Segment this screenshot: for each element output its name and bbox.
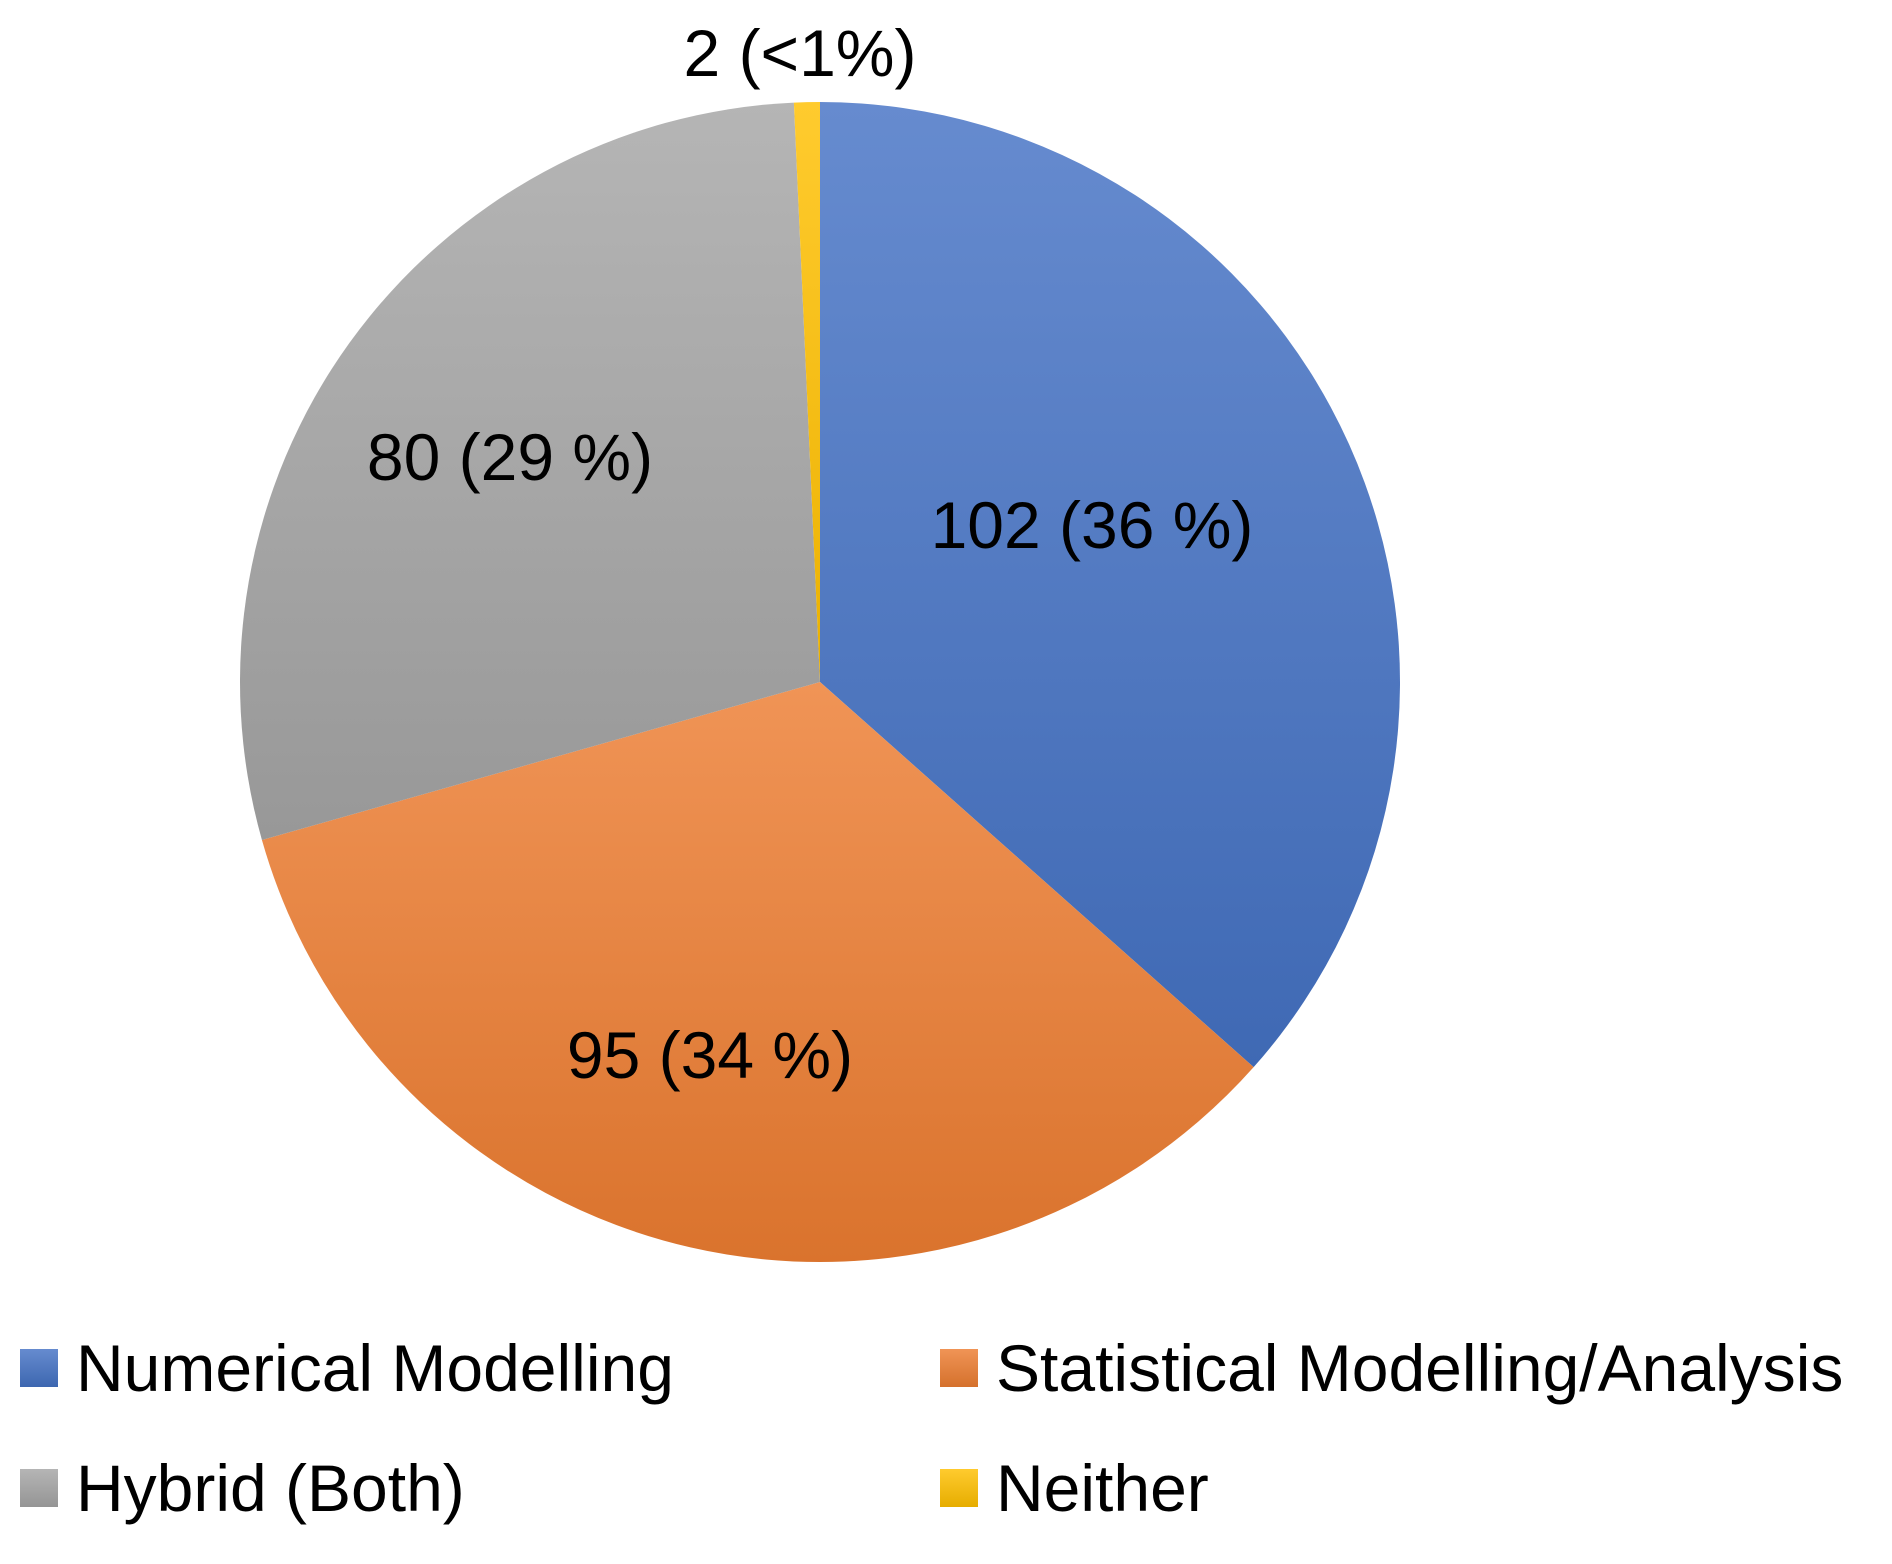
legend-swatch-hybrid — [20, 1469, 58, 1507]
pie-labels: 102 (36 %) 95 (34 %) 80 (29 %) 2 (<1%) — [367, 16, 1254, 1092]
legend-label-neither: Neither — [996, 1451, 1209, 1525]
slice-label-hybrid: 80 (29 %) — [367, 420, 653, 494]
legend-item-statistical-modelling: Statistical Modelling/Analysis — [940, 1330, 1843, 1406]
slice-label-statistical-modelling: 95 (34 %) — [567, 1018, 853, 1092]
slice-label-numerical-modelling: 102 (36 %) — [931, 488, 1254, 562]
legend-item-hybrid: Hybrid (Both) — [20, 1450, 465, 1526]
slice-label-neither: 2 (<1%) — [684, 16, 917, 90]
pie-slice-numerical-modelling — [820, 102, 1400, 1068]
legend-item-neither: Neither — [940, 1450, 1209, 1526]
pie-slice-hybrid — [240, 102, 821, 840]
legend-swatch-neither — [940, 1469, 978, 1507]
legend-swatch-numerical-modelling — [20, 1349, 58, 1387]
legend-swatch-statistical-modelling — [940, 1349, 978, 1387]
pie-slices — [240, 102, 1400, 1262]
pie-slice-statistical-modelling — [261, 682, 1254, 1262]
legend-label-statistical-modelling: Statistical Modelling/Analysis — [996, 1331, 1844, 1405]
legend-label-hybrid: Hybrid (Both) — [76, 1451, 465, 1525]
pie-slice-neither — [793, 102, 820, 682]
legend-label-numerical-modelling: Numerical Modelling — [76, 1331, 674, 1405]
legend-item-numerical-modelling: Numerical Modelling — [20, 1330, 674, 1406]
